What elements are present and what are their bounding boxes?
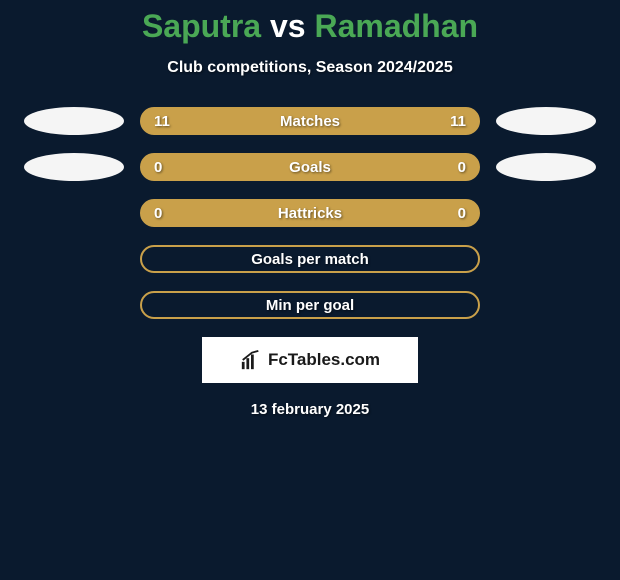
spacer [24, 291, 124, 319]
stat-bar: 11 Matches 11 [140, 107, 480, 135]
stat-right-value: 0 [458, 205, 466, 222]
stat-label: Matches [280, 113, 340, 130]
stat-right-value: 0 [458, 159, 466, 176]
stat-label: Goals per match [251, 251, 369, 268]
left-ellipse [24, 153, 124, 181]
chart-icon [240, 349, 262, 371]
stat-right-value: 11 [450, 113, 466, 130]
stat-left-value: 0 [154, 159, 162, 176]
date-text: 13 february 2025 [0, 401, 620, 418]
spacer [496, 199, 596, 227]
logo-box: FcTables.com [202, 337, 418, 383]
left-ellipse [24, 107, 124, 135]
stat-row: Min per goal [0, 291, 620, 319]
stat-bar: 0 Hattricks 0 [140, 199, 480, 227]
spacer [496, 245, 596, 273]
stat-label: Goals [289, 159, 331, 176]
title-player1: Saputra [142, 8, 261, 44]
stat-label: Min per goal [266, 297, 354, 314]
stat-row: 0 Hattricks 0 [0, 199, 620, 227]
stat-label: Hattricks [278, 205, 342, 222]
stats-area: 11 Matches 11 0 Goals 0 0 Hattricks 0 Goals per m… [0, 107, 620, 319]
right-ellipse [496, 153, 596, 181]
spacer [24, 245, 124, 273]
stat-bar: 0 Goals 0 [140, 153, 480, 181]
stat-row: 11 Matches 11 [0, 107, 620, 135]
title-vs: vs [270, 8, 306, 44]
stat-left-value: 0 [154, 205, 162, 222]
right-ellipse [496, 107, 596, 135]
logo-text: FcTables.com [268, 350, 380, 370]
subtitle: Club competitions, Season 2024/2025 [0, 59, 620, 77]
main-container: Saputra vs Ramadhan Club competitions, S… [0, 0, 620, 418]
page-title: Saputra vs Ramadhan [0, 8, 620, 45]
stat-left-value: 11 [154, 113, 170, 130]
stat-bar: Goals per match [140, 245, 480, 273]
spacer [496, 291, 596, 319]
stat-row: Goals per match [0, 245, 620, 273]
title-player2: Ramadhan [314, 8, 478, 44]
stat-row: 0 Goals 0 [0, 153, 620, 181]
spacer [24, 199, 124, 227]
stat-bar: Min per goal [140, 291, 480, 319]
